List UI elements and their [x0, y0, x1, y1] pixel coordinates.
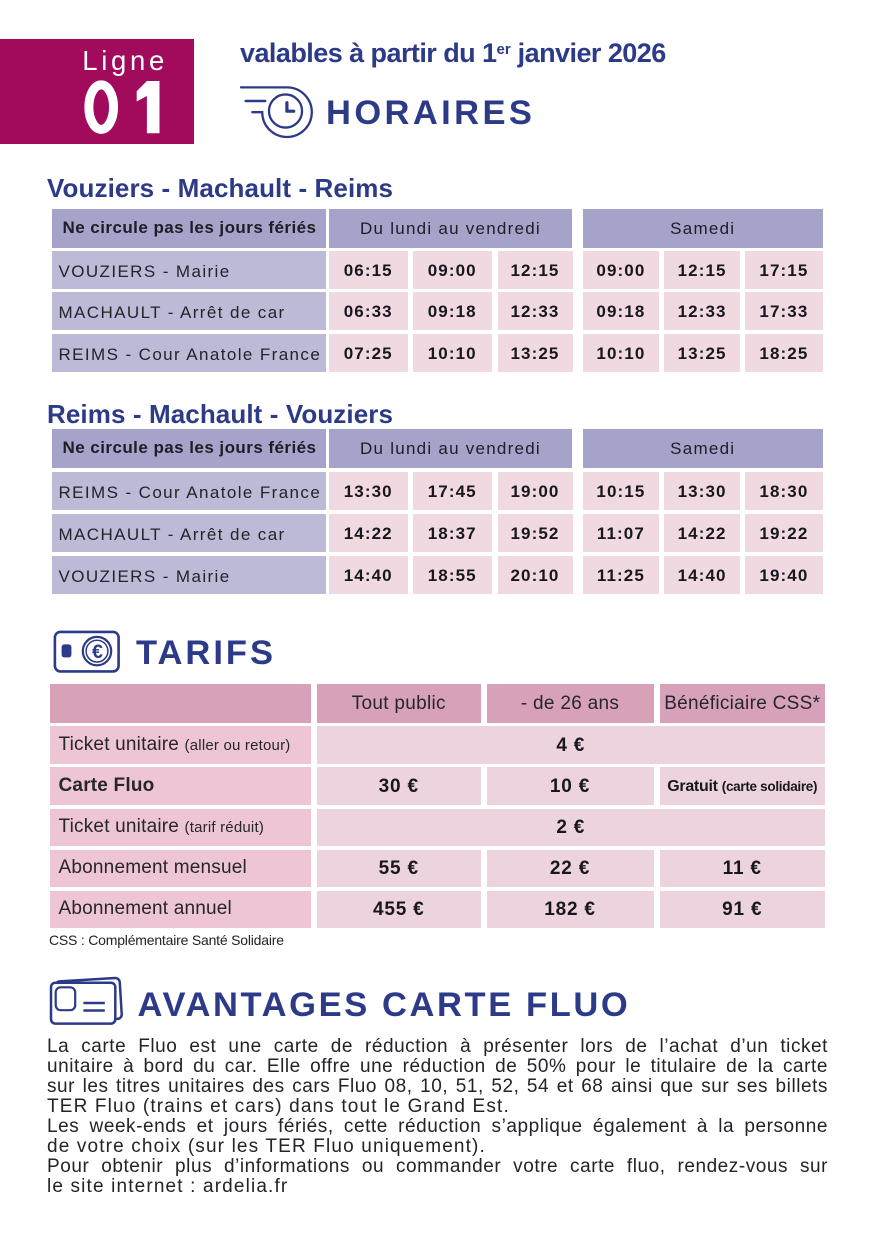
- svg-text:€: €: [92, 641, 103, 663]
